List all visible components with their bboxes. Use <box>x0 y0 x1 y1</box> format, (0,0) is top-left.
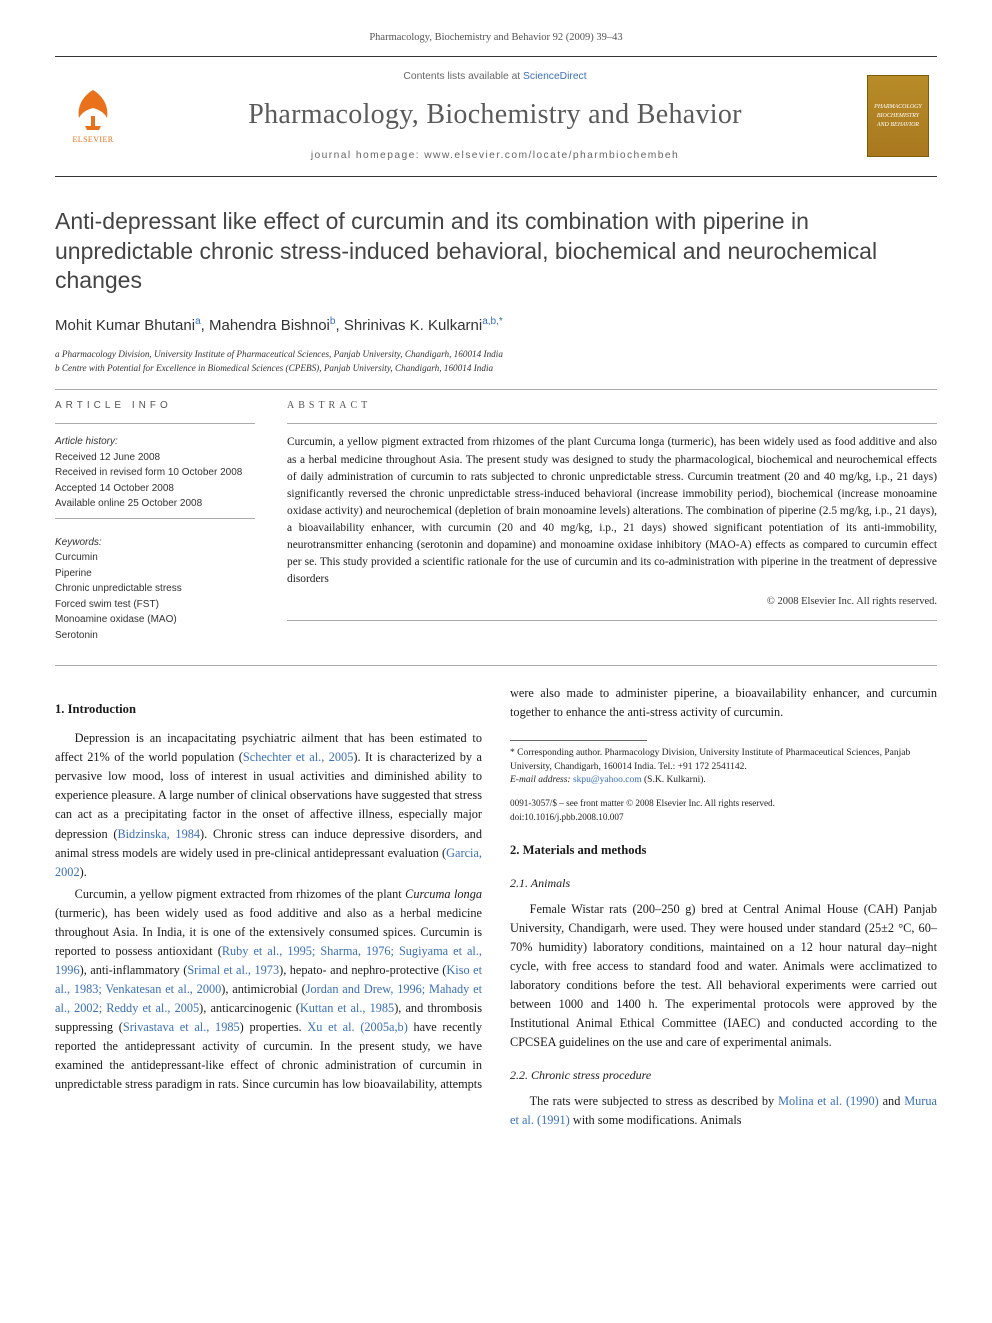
affiliation: b Centre with Potential for Excellence i… <box>55 362 937 376</box>
subsection-heading-animals: 2.1. Animals <box>510 874 937 892</box>
author-list: Mohit Kumar Bhutania, Mahendra Bishnoib,… <box>55 314 937 338</box>
abstract-text: Curcumin, a yellow pigment extracted fro… <box>287 434 937 588</box>
divider <box>287 620 937 621</box>
keywords-block: Keywords: Curcumin Piperine Chronic unpr… <box>55 535 255 644</box>
history-item: Available online 25 October 2008 <box>55 496 255 512</box>
keyword: Forced swim test (FST) <box>55 597 255 613</box>
author: Mahendra Bishnoib <box>209 317 335 334</box>
history-item: Received 12 June 2008 <box>55 450 255 466</box>
article-info: ARTICLE INFO Article history: Received 1… <box>55 398 255 643</box>
divider <box>55 665 937 666</box>
section-heading-mm: 2. Materials and methods <box>510 841 937 860</box>
doi-block: 0091-3057/$ – see front matter © 2008 El… <box>510 797 937 825</box>
front-matter-line: 0091-3057/$ – see front matter © 2008 El… <box>510 797 937 811</box>
elsevier-wordmark: ELSEVIER <box>73 134 114 146</box>
history-item: Accepted 14 October 2008 <box>55 481 255 497</box>
divider <box>55 518 255 519</box>
keyword: Monoamine oxidase (MAO) <box>55 612 255 628</box>
author: Mohit Kumar Bhutania <box>55 317 201 334</box>
corr-author-text: * Corresponding author. Pharmacology Div… <box>510 747 937 774</box>
abstract-label: ABSTRACT <box>287 398 937 413</box>
journal-title: Pharmacology, Biochemistry and Behavior <box>137 94 853 136</box>
journal-homepage: journal homepage: www.elsevier.com/locat… <box>137 148 853 163</box>
body-paragraph: Female Wistar rats (200–250 g) bred at C… <box>510 900 937 1052</box>
citation-link[interactable]: Bidzinska, 1984 <box>117 827 200 841</box>
italic-term: Curcuma longa <box>405 887 482 901</box>
body-paragraph: Depression is an incapacitating psychiat… <box>55 729 482 881</box>
affiliation: a Pharmacology Division, University Inst… <box>55 348 937 362</box>
corresponding-author-footnote: * Corresponding author. Pharmacology Div… <box>510 747 937 787</box>
keywords-label: Keywords: <box>55 535 255 551</box>
contents-lists-text: Contents lists available at <box>403 71 520 82</box>
divider <box>287 423 937 424</box>
subsection-heading-csp: 2.2. Chronic stress procedure <box>510 1066 937 1084</box>
contents-lists-line: Contents lists available at ScienceDirec… <box>137 69 853 84</box>
body-paragraph: The rats were subjected to stress as des… <box>510 1092 937 1130</box>
divider <box>55 423 255 424</box>
elsevier-tree-icon <box>65 86 121 132</box>
section-heading-intro: 1. Introduction <box>55 700 482 719</box>
sciencedirect-link[interactable]: ScienceDirect <box>523 71 587 82</box>
abstract-block: ABSTRACT Curcumin, a yellow pigment extr… <box>287 398 937 643</box>
corr-author-email: E-mail address: skpu@yahoo.com (S.K. Kul… <box>510 774 937 787</box>
keyword: Chronic unpredictable stress <box>55 581 255 597</box>
citation-link[interactable]: Srivastava et al., 1985 <box>123 1020 240 1034</box>
citation-link[interactable]: Xu et al. (2005a,b) <box>307 1020 407 1034</box>
affiliations: a Pharmacology Division, University Inst… <box>55 348 937 376</box>
running-header: Pharmacology, Biochemistry and Behavior … <box>55 30 937 46</box>
article-history: Article history: Received 12 June 2008 R… <box>55 434 255 512</box>
history-item: Received in revised form 10 October 2008 <box>55 465 255 481</box>
body-two-column: 1. Introduction Depression is an incapac… <box>55 684 937 1130</box>
elsevier-logo: ELSEVIER <box>63 81 123 151</box>
info-abstract-row: ARTICLE INFO Article history: Received 1… <box>55 398 937 643</box>
keyword: Piperine <box>55 566 255 582</box>
doi-line: doi:10.1016/j.pbb.2008.10.007 <box>510 811 937 825</box>
citation-link[interactable]: Kuttan et al., 1985 <box>300 1001 394 1015</box>
history-label: Article history: <box>55 434 255 450</box>
masthead-center: Contents lists available at ScienceDirec… <box>137 69 853 164</box>
email-link[interactable]: skpu@yahoo.com <box>573 775 642 785</box>
citation-link[interactable]: Srimal et al., 1973 <box>187 963 279 977</box>
journal-masthead: ELSEVIER Contents lists available at Sci… <box>55 56 937 177</box>
keyword: Serotonin <box>55 628 255 644</box>
keyword: Curcumin <box>55 550 255 566</box>
article-info-label: ARTICLE INFO <box>55 398 255 413</box>
citation-link[interactable]: Molina et al. (1990) <box>778 1094 879 1108</box>
author: Shrinivas K. Kulkarnia,b,* <box>344 317 503 334</box>
journal-cover-thumb: PHARMACOLOGY BIOCHEMISTRY AND BEHAVIOR <box>867 75 929 157</box>
divider <box>55 389 937 390</box>
citation-link[interactable]: Schechter et al., 2005 <box>243 750 353 764</box>
footnote-rule <box>510 740 647 741</box>
article-title: Anti-depressant like effect of curcumin … <box>55 207 937 297</box>
copyright-line: © 2008 Elsevier Inc. All rights reserved… <box>287 594 937 610</box>
